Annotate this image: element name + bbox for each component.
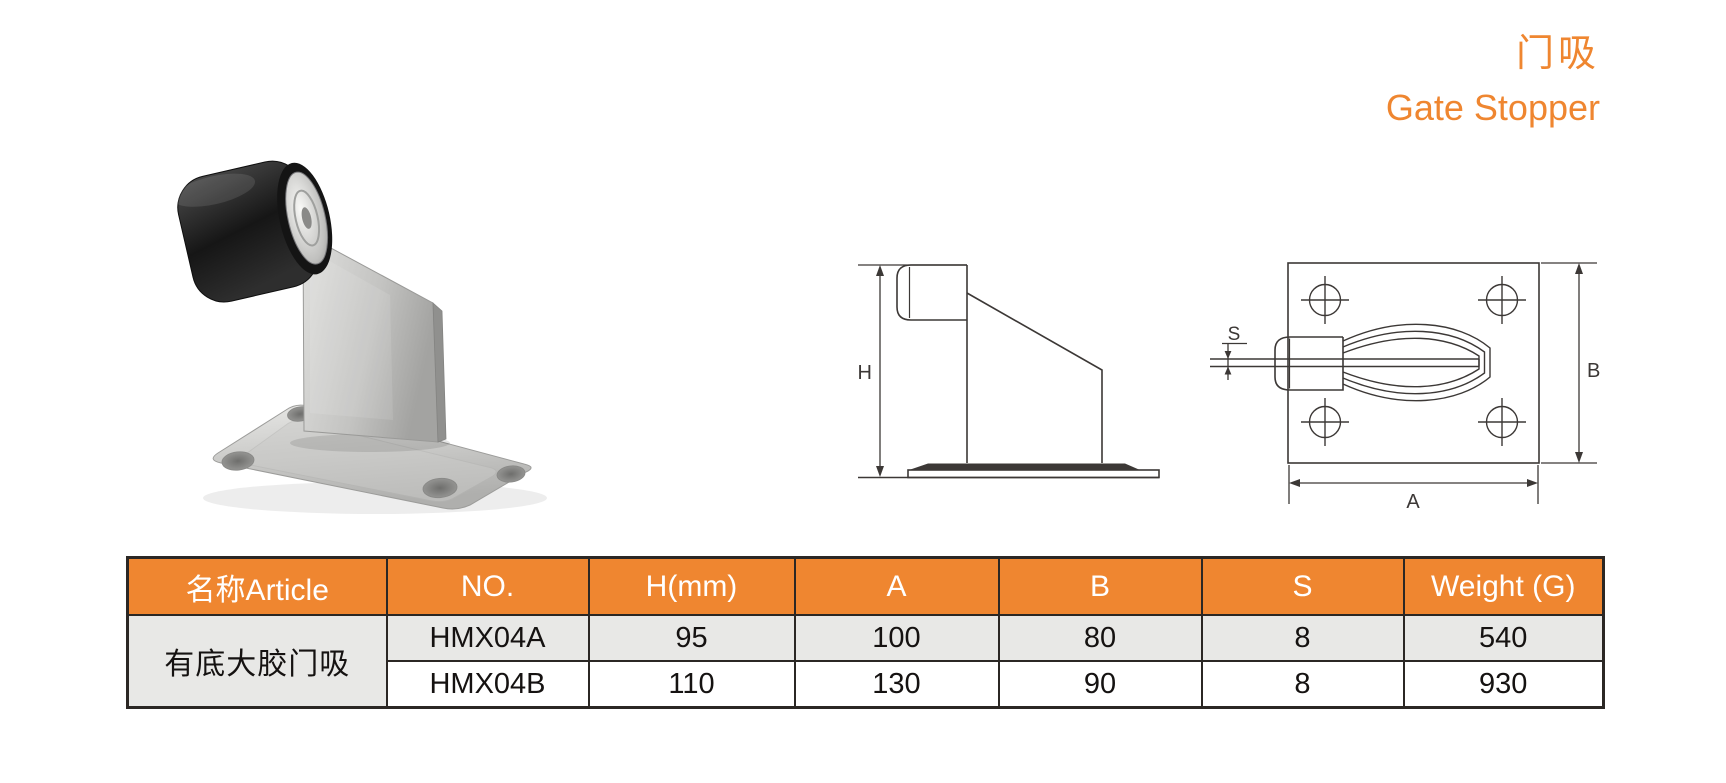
table-row: 有底大胶门吸 HMX04A 95 100 80 8 540 <box>126 614 1605 709</box>
dim-label-h: H <box>858 362 872 384</box>
page-title-block: 门吸 Gate Stopper <box>1385 33 1600 128</box>
drawing-top-view: S B A <box>1190 230 1610 520</box>
h-dimension: H <box>858 265 884 477</box>
page-title-english: Gate Stopper <box>1385 86 1600 128</box>
side-view-outline <box>858 264 1160 479</box>
dim-label-s: S <box>1228 324 1241 345</box>
cell-a: 100 <box>793 614 1000 662</box>
cell-s: 8 <box>1200 614 1405 662</box>
cell-weight: 540 <box>1402 614 1605 662</box>
page-title-chinese: 门吸 <box>1515 33 1600 75</box>
cell-s: 8 <box>1200 660 1405 709</box>
b-dimension: B <box>1541 262 1600 464</box>
spec-table: 名称Article NO. H(mm) A B S Weight (G) 有底大… <box>126 556 1605 709</box>
col-header-b: B <box>997 556 1203 616</box>
cell-b: 80 <box>997 614 1203 662</box>
stopper-fin <box>290 232 450 452</box>
cell-h: 110 <box>587 660 796 709</box>
product-photo <box>140 130 560 530</box>
cell-b: 90 <box>997 660 1203 709</box>
article-name-cell: 有底大胶门吸 <box>126 614 388 709</box>
s-dimension: S <box>1222 324 1247 380</box>
dim-label-b: B <box>1587 360 1600 382</box>
cell-weight: 930 <box>1402 660 1605 709</box>
col-header-article: 名称Article <box>126 556 388 616</box>
base-plate <box>203 404 547 514</box>
cell-a: 130 <box>793 660 1000 709</box>
cell-h: 95 <box>587 614 796 662</box>
table-row: HMX04B 110 130 90 8 930 <box>128 660 1605 709</box>
mounting-holes <box>1301 276 1526 446</box>
col-header-weight: Weight (G) <box>1402 556 1605 616</box>
spec-table-header-row: 名称Article NO. H(mm) A B S Weight (G) <box>126 556 1605 616</box>
drawing-side-view: H <box>840 230 1210 500</box>
col-header-a: A <box>793 556 1000 616</box>
dim-label-a: A <box>1406 491 1420 513</box>
rubber-bumper <box>172 160 333 303</box>
stopper-plan <box>1210 323 1491 402</box>
col-header-s: S <box>1200 556 1405 616</box>
top-view-art: S B A <box>1210 262 1600 513</box>
plate-outline <box>1287 262 1540 464</box>
cell-no: HMX04B <box>385 660 590 709</box>
col-header-h: H(mm) <box>587 556 796 616</box>
a-dimension: A <box>1288 465 1539 513</box>
cell-no: HMX04A <box>385 614 590 662</box>
gate-stopper-photo-art <box>172 160 547 514</box>
side-view-art: H <box>858 264 1160 479</box>
col-header-no: NO. <box>385 556 590 616</box>
screw-holes <box>221 406 526 499</box>
